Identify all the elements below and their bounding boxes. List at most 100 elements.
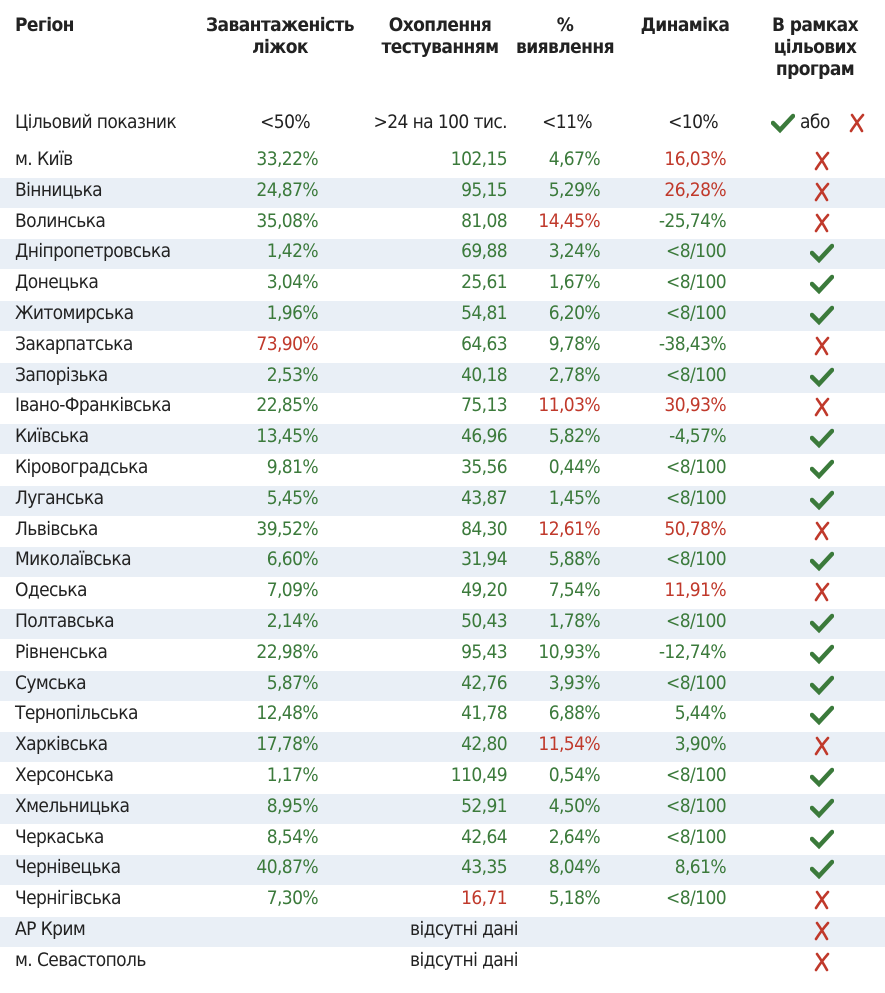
- target-value: <50%: [260, 111, 311, 133]
- check-icon: [810, 860, 834, 880]
- cross-icon: [814, 736, 830, 756]
- cell-value: 110,49: [450, 764, 508, 786]
- check-icon: [810, 706, 834, 726]
- region-name: Луганська: [15, 486, 104, 509]
- cell-value: 24,87%: [256, 178, 318, 201]
- cell-value: 46,96: [461, 425, 508, 448]
- cell-value: 8,04%: [548, 856, 601, 879]
- cell-value: 81,08: [461, 209, 508, 232]
- cross-icon: [814, 151, 830, 171]
- cross-icon: [814, 890, 830, 910]
- region-name: Івано-Франківська: [15, 394, 171, 417]
- region-name: Сумська: [15, 671, 87, 694]
- target-label: Цільовий показник: [15, 111, 177, 133]
- cross-icon: [814, 952, 830, 972]
- check-icon: [810, 459, 834, 480]
- cell-value: 6,88%: [548, 702, 601, 725]
- check-icon: [810, 613, 834, 634]
- row-background: [0, 793, 885, 824]
- region-name: м. Київ: [15, 148, 73, 170]
- cell-value: 16,03%: [664, 148, 726, 170]
- cross-icon: [849, 113, 865, 133]
- cross-icon: [814, 921, 830, 941]
- cross-icon: [814, 213, 830, 232]
- region-name: Вінницька: [15, 178, 103, 201]
- check-icon: [810, 675, 834, 695]
- missing-data-note: відсутні дані: [410, 948, 518, 971]
- cell-value: 50,78%: [664, 517, 726, 540]
- column-header: % виявлення: [516, 14, 615, 58]
- region-name: Одеська: [15, 579, 87, 602]
- region-name: Черкаська: [15, 825, 104, 848]
- cell-value: 8,95%: [266, 794, 319, 817]
- cell-value: 5,29%: [548, 178, 601, 201]
- cell-value: 3,93%: [548, 671, 601, 694]
- column-header: Динаміка: [640, 14, 730, 36]
- column-header: Завантаженість ліжок: [206, 14, 355, 58]
- cell-value: 11,91%: [664, 579, 726, 602]
- cell-value: 3,90%: [674, 733, 727, 756]
- row-background: [0, 855, 885, 886]
- cell-value: 0,44%: [548, 456, 601, 478]
- cross-icon: [814, 582, 830, 602]
- cell-value: 2,53%: [266, 363, 319, 386]
- cell-value: 22,98%: [256, 640, 318, 663]
- cell-value: <8/100: [666, 794, 727, 817]
- target-value: <11%: [542, 111, 593, 133]
- cell-value: 5,18%: [548, 887, 601, 910]
- target-value: >24 на 100 тис.: [373, 111, 507, 133]
- check-icon: [810, 644, 834, 665]
- cell-value: <8/100: [666, 610, 727, 632]
- cell-value: <8/100: [666, 825, 727, 848]
- cell-value: -12,74%: [658, 640, 727, 663]
- row-background: [0, 670, 885, 701]
- cell-value: 5,87%: [266, 671, 319, 694]
- cell-value: 54,81: [461, 302, 508, 324]
- cell-value: 14,45%: [538, 209, 600, 232]
- cell-value: 40,87%: [256, 856, 318, 879]
- check-icon: [810, 552, 834, 572]
- cell-value: <8/100: [666, 363, 727, 386]
- row-background: [0, 732, 885, 763]
- region-name: Чернівецька: [15, 856, 121, 879]
- cell-value: 3,24%: [548, 240, 601, 263]
- region-name: Донецька: [15, 271, 99, 294]
- cell-value: 5,44%: [674, 702, 727, 725]
- cell-value: 35,08%: [256, 209, 318, 232]
- cell-value: 31,94: [461, 548, 508, 571]
- region-name: Чернігівська: [15, 887, 122, 910]
- cell-value: 43,87: [461, 486, 508, 509]
- cell-value: 40,18: [461, 363, 508, 386]
- region-name: Тернопільська: [15, 702, 138, 725]
- region-name: Херсонська: [15, 764, 114, 786]
- region-name: Житомирська: [15, 302, 134, 324]
- check-icon: [810, 367, 834, 387]
- row-background: [0, 301, 885, 331]
- region-name: м. Севастополь: [15, 948, 146, 971]
- cell-value: 7,09%: [266, 579, 319, 602]
- cell-value: 0,54%: [548, 764, 601, 786]
- cell-value: 41,78: [461, 702, 508, 725]
- row-background: [0, 424, 885, 455]
- target-or: або: [800, 111, 830, 133]
- cell-value: 49,20: [461, 579, 508, 602]
- cell-value: 1,67%: [548, 271, 601, 294]
- cell-value: <8/100: [666, 486, 727, 509]
- cell-value: 2,14%: [266, 610, 319, 632]
- region-name: Київська: [15, 425, 89, 448]
- cell-value: 1,17%: [266, 764, 319, 786]
- row-background: [0, 547, 885, 578]
- region-name: Львівська: [15, 517, 98, 540]
- cell-value: 95,15: [461, 178, 508, 201]
- cell-value: <8/100: [666, 548, 727, 571]
- cell-value: 8,61%: [674, 856, 727, 879]
- cell-value: 64,63: [461, 332, 508, 355]
- cell-value: 39,52%: [256, 517, 318, 540]
- region-name: Дніпропетровська: [15, 240, 171, 263]
- cell-value: 7,30%: [266, 887, 319, 910]
- region-name: Харківська: [15, 733, 108, 756]
- cell-value: 95,43: [461, 640, 508, 663]
- check-icon: [771, 113, 795, 134]
- cell-value: 35,56: [461, 456, 508, 478]
- cell-value: 8,54%: [266, 825, 319, 848]
